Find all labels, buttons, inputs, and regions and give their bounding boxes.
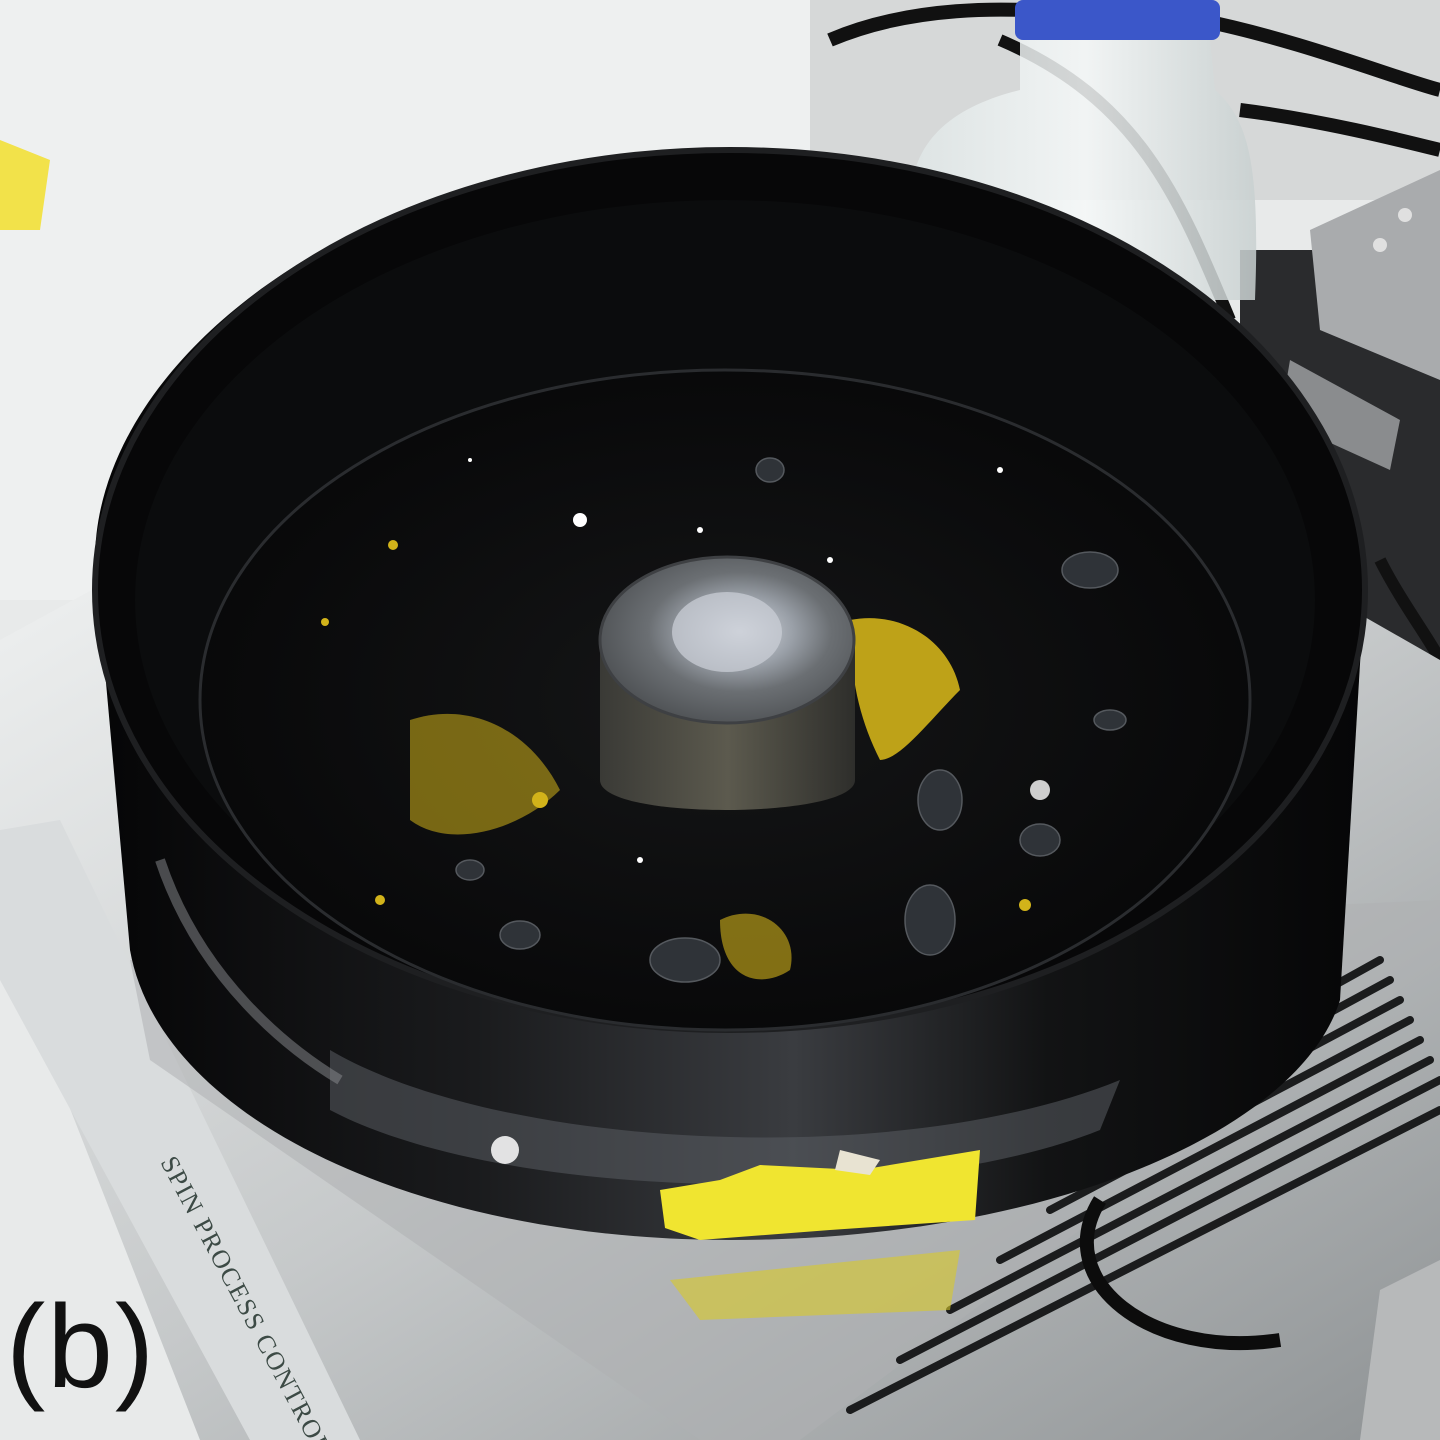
tape-reflection <box>670 1250 960 1320</box>
cable <box>1239 103 1440 157</box>
metal-clamp <box>1280 360 1400 470</box>
droplet-highlights <box>468 458 1050 1164</box>
chuck-center-spin <box>672 592 782 672</box>
aluminium-foil <box>1360 1260 1440 1440</box>
water-droplets <box>455 457 1127 983</box>
yellow-residue <box>321 540 1031 980</box>
connector-hole <box>1398 208 1412 222</box>
cable <box>1374 557 1440 663</box>
cable <box>1080 1196 1282 1351</box>
yellow-object-corner <box>0 140 50 230</box>
grey-connector-block <box>1310 170 1440 380</box>
panel-label: (b) <box>6 1281 157 1413</box>
cable <box>1198 13 1440 97</box>
connector-hole <box>1373 238 1387 252</box>
yellow-tape <box>660 1150 980 1240</box>
base-front-edge <box>0 820 360 1440</box>
bowl-highlight <box>155 858 343 1085</box>
tape-peel <box>835 1150 880 1175</box>
bottle-cap <box>1015 0 1220 40</box>
bowl-reflection <box>330 1050 1120 1185</box>
